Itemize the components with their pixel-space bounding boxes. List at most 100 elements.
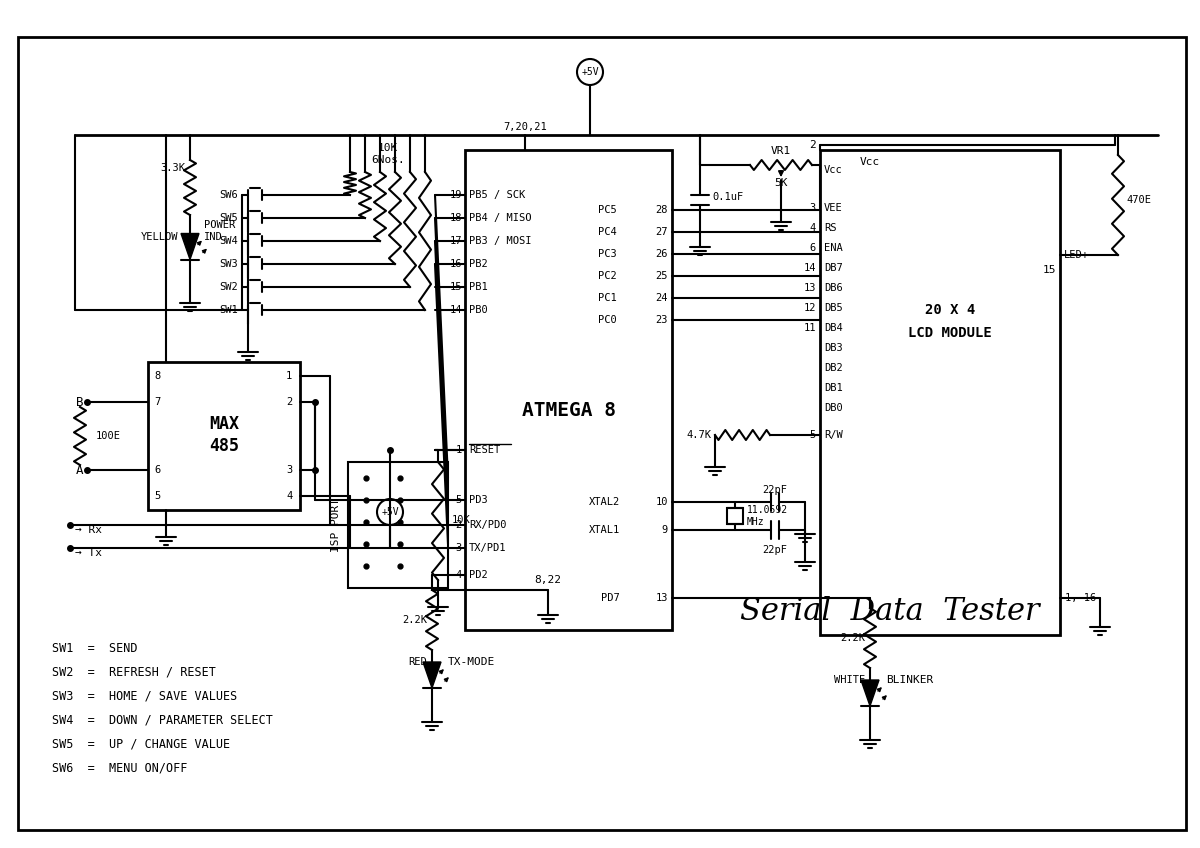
- Text: R/W: R/W: [824, 430, 842, 440]
- Text: 1: 1: [286, 371, 293, 381]
- Text: 6Nos.: 6Nos.: [371, 155, 404, 165]
- Text: PB0: PB0: [469, 305, 487, 315]
- Text: 15: 15: [1043, 265, 1056, 275]
- Text: RED: RED: [408, 657, 427, 667]
- Text: YELLOW: YELLOW: [140, 232, 178, 242]
- Text: 23: 23: [655, 315, 668, 325]
- Text: PB5 / SCK: PB5 / SCK: [469, 190, 526, 200]
- Text: 14: 14: [804, 263, 816, 273]
- Text: SW1: SW1: [220, 305, 238, 315]
- Text: SW1  =  SEND: SW1 = SEND: [52, 641, 138, 655]
- Text: +5V: +5V: [581, 67, 599, 77]
- Text: TX/PD1: TX/PD1: [469, 543, 506, 553]
- Text: 3: 3: [286, 465, 293, 475]
- Text: VEE: VEE: [824, 203, 842, 213]
- Text: 18: 18: [450, 213, 462, 223]
- Text: SW6: SW6: [220, 190, 238, 200]
- Text: 0.1uF: 0.1uF: [712, 192, 743, 202]
- Text: → Rx: → Rx: [74, 525, 102, 535]
- Text: 28: 28: [655, 205, 668, 215]
- Text: DB1: DB1: [824, 383, 842, 393]
- Text: 13: 13: [804, 283, 816, 293]
- Text: 3: 3: [810, 203, 816, 213]
- Text: SW4: SW4: [220, 236, 238, 246]
- Text: 4: 4: [456, 570, 462, 580]
- Text: PD7: PD7: [601, 593, 620, 603]
- Text: DB7: DB7: [824, 263, 842, 273]
- Text: DB2: DB2: [824, 363, 842, 373]
- Text: PD2: PD2: [469, 570, 487, 580]
- Text: XTAL2: XTAL2: [589, 497, 620, 507]
- Text: RESET: RESET: [469, 445, 500, 455]
- Text: TX-MODE: TX-MODE: [448, 657, 496, 667]
- Text: 3: 3: [456, 543, 462, 553]
- Text: 5: 5: [154, 491, 161, 501]
- Text: 3.3K: 3.3K: [160, 163, 185, 173]
- Text: DB6: DB6: [824, 283, 842, 293]
- Text: 11: 11: [804, 323, 816, 333]
- Text: 22pF: 22pF: [762, 485, 787, 495]
- Text: IND.: IND.: [204, 232, 229, 242]
- Text: VR1: VR1: [770, 146, 791, 156]
- Text: SW3: SW3: [220, 259, 238, 269]
- Text: 20 X 4: 20 X 4: [925, 303, 976, 317]
- Text: 2: 2: [809, 140, 816, 150]
- Text: 2.2K: 2.2K: [402, 615, 427, 625]
- Text: ATMEGA 8: ATMEGA 8: [522, 400, 616, 420]
- Text: 27: 27: [655, 227, 668, 237]
- Text: 10: 10: [655, 497, 668, 507]
- Text: SW2: SW2: [220, 282, 238, 292]
- Text: 4: 4: [810, 223, 816, 233]
- Polygon shape: [181, 233, 199, 259]
- Text: 15: 15: [450, 282, 462, 292]
- Polygon shape: [862, 680, 878, 706]
- Bar: [727, 508, 743, 524]
- Bar: [348, 462, 448, 588]
- Text: RX/PD0: RX/PD0: [469, 520, 506, 530]
- Text: PC5: PC5: [599, 205, 617, 215]
- Text: SW5  =  UP / CHANGE VALUE: SW5 = UP / CHANGE VALUE: [52, 738, 230, 750]
- Text: XTAL1: XTAL1: [589, 525, 620, 535]
- Text: 7: 7: [154, 397, 161, 407]
- Text: 7,20,21: 7,20,21: [503, 122, 547, 132]
- Bar: [148, 362, 300, 510]
- Text: RS: RS: [824, 223, 836, 233]
- Text: SW5: SW5: [220, 213, 238, 223]
- Text: PB3 / MOSI: PB3 / MOSI: [469, 236, 532, 246]
- Text: MHz: MHz: [746, 517, 764, 527]
- Text: 13: 13: [655, 593, 668, 603]
- Text: 19: 19: [450, 190, 462, 200]
- Text: 100E: 100E: [96, 431, 121, 441]
- Text: LCD MODULE: LCD MODULE: [908, 326, 992, 340]
- Text: SW6  =  MENU ON/OFF: SW6 = MENU ON/OFF: [52, 762, 187, 774]
- Text: PC0: PC0: [599, 315, 617, 325]
- Text: Vcc: Vcc: [860, 157, 880, 167]
- Text: 2.2K: 2.2K: [840, 633, 865, 643]
- Text: 1, 16: 1, 16: [1066, 593, 1097, 603]
- Text: 24: 24: [655, 293, 668, 303]
- Text: DB4: DB4: [824, 323, 842, 333]
- Text: 8,22: 8,22: [534, 575, 562, 585]
- Text: PC3: PC3: [599, 249, 617, 259]
- Text: 16: 16: [450, 259, 462, 269]
- Bar: [466, 150, 672, 630]
- Text: 4.7K: 4.7K: [686, 430, 710, 440]
- Text: +5V: +5V: [382, 507, 398, 517]
- Text: PC1: PC1: [599, 293, 617, 303]
- Text: DB0: DB0: [824, 403, 842, 413]
- Text: 11.0592: 11.0592: [746, 505, 788, 515]
- Text: 5K: 5K: [774, 178, 787, 188]
- Text: 12: 12: [804, 303, 816, 313]
- Text: ENA: ENA: [824, 243, 842, 253]
- Text: BLINKER: BLINKER: [886, 675, 934, 685]
- Text: 470E: 470E: [1126, 195, 1151, 205]
- Text: MAX: MAX: [209, 415, 239, 433]
- Text: DB3: DB3: [824, 343, 842, 353]
- Text: DB5: DB5: [824, 303, 842, 313]
- Text: 5: 5: [456, 495, 462, 505]
- Text: PB4 / MISO: PB4 / MISO: [469, 213, 532, 223]
- Text: 25: 25: [655, 271, 668, 281]
- Text: PC2: PC2: [599, 271, 617, 281]
- Text: ISP PORT: ISP PORT: [331, 498, 341, 552]
- Text: 2: 2: [286, 397, 293, 407]
